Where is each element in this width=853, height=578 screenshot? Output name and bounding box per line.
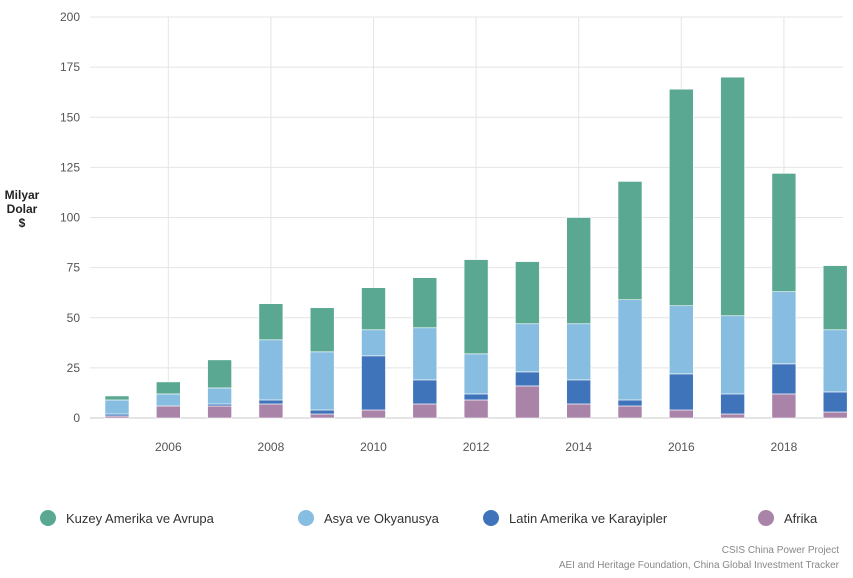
bar-segment (258, 303, 284, 341)
y-axis-label: Milyar Dolar $ (4, 188, 40, 230)
x-tick-label: 2006 (155, 440, 182, 454)
bar-segment (309, 351, 335, 411)
bar-segment (515, 371, 540, 387)
bar-segment (361, 329, 386, 357)
bar-segment (361, 287, 386, 331)
bar-segment (156, 405, 181, 419)
y-tick-label: 50 (67, 311, 81, 325)
y-tick-label: 150 (60, 110, 80, 124)
bar-segment (412, 277, 438, 329)
y-axis-label-line: $ (18, 216, 26, 230)
legend-item-latin-amerika: Latin Amerika ve Karayipler (483, 510, 667, 526)
legend: Kuzey Amerika ve Avrupa Asya ve Okyanusy… (40, 510, 830, 534)
bar-segment (463, 393, 489, 401)
bar-segment (207, 403, 232, 407)
bar-segment (309, 409, 335, 415)
bar-segment (515, 261, 540, 325)
bar-segment (156, 393, 181, 407)
bar-segment (720, 413, 745, 419)
bar-segment (771, 363, 797, 395)
x-tick-label: 2010 (360, 440, 387, 454)
bar-segment (668, 409, 694, 419)
legend-item-asya-okyanusya: Asya ve Okyanusya (298, 510, 439, 526)
bar-segment (617, 405, 643, 419)
bar-segment (515, 385, 540, 419)
y-tick-label: 0 (73, 411, 80, 425)
chart-bars (104, 76, 848, 419)
y-tick-label: 100 (60, 211, 80, 225)
bar-segment (258, 403, 284, 419)
bar-segment (668, 373, 694, 411)
legend-label: Latin Amerika ve Karayipler (509, 510, 668, 526)
bar-segment (463, 399, 489, 419)
legend-label: Kuzey Amerika ve Avrupa (66, 510, 214, 526)
bar-segment (104, 413, 130, 417)
y-tick-label: 200 (60, 10, 80, 24)
legend-swatch (298, 510, 314, 526)
bar-segment (207, 405, 232, 419)
x-tick-label: 2014 (565, 440, 592, 454)
bar-segment (566, 379, 592, 405)
bar-segment (463, 353, 489, 395)
bar-segment (668, 305, 694, 375)
bar-segment (207, 387, 232, 405)
y-axis-label-line: Milyar (4, 188, 40, 202)
bar-segment (309, 413, 335, 419)
bar-segment (412, 403, 438, 419)
legend-item-afrika: Afrika (758, 510, 817, 526)
bar-segment (207, 359, 232, 389)
bar-segment (566, 403, 592, 419)
bar-segment (566, 323, 592, 381)
bar-segment (668, 88, 694, 307)
bar-segment (617, 399, 643, 407)
x-tick-label: 2018 (771, 440, 798, 454)
bar-segment (566, 217, 592, 325)
legend-label: Asya ve Okyanusya (324, 510, 439, 526)
y-tick-label: 125 (60, 160, 80, 174)
legend-item-kuzey-amerika-avrupa: Kuzey Amerika ve Avrupa (40, 510, 214, 526)
bar-segment (617, 299, 643, 401)
bar-segment (258, 399, 284, 405)
bar-segment (822, 329, 848, 393)
x-axis-ticks: 2006 2008 2010 2012 2014 2016 2018 (155, 440, 798, 454)
y-tick-label: 25 (67, 361, 81, 375)
x-tick-label: 2012 (463, 440, 490, 454)
source-line-1: CSIS China Power Project (721, 545, 839, 556)
legend-swatch (483, 510, 499, 526)
bar-segment (104, 395, 130, 401)
y-tick-label: 75 (67, 261, 81, 275)
bar-segment (771, 393, 797, 419)
bar-segment (720, 393, 745, 415)
source-line-2: AEI and Heritage Foundation, China Globa… (558, 560, 839, 571)
bar-segment (156, 381, 181, 395)
bar-segment (720, 315, 745, 395)
y-axis-ticks: 0 25 50 75 100 125 150 175 200 (60, 10, 80, 425)
bar-segment (720, 76, 745, 317)
bar-segment (309, 307, 335, 353)
x-tick-label: 2016 (668, 440, 695, 454)
bar-segment (258, 339, 284, 401)
bar-segment (104, 399, 130, 415)
bar-segment (822, 391, 848, 413)
bar-segment (361, 409, 386, 419)
bar-segment (104, 415, 130, 419)
bar-segment (412, 379, 438, 405)
y-axis-label-line: Dolar (6, 202, 38, 216)
legend-swatch (758, 510, 774, 526)
bar-segment (463, 259, 489, 355)
bar-segment (771, 291, 797, 365)
bar-segment (412, 327, 438, 381)
bar-segment (771, 173, 797, 292)
bar-segment (822, 265, 848, 331)
legend-label: Afrika (784, 510, 818, 526)
bar-segment (822, 411, 848, 419)
y-tick-label: 175 (60, 60, 80, 74)
x-tick-label: 2008 (258, 440, 285, 454)
bar-segment (617, 181, 643, 301)
bar-segment (515, 323, 540, 373)
bar-segment (361, 355, 386, 411)
legend-swatch (40, 510, 56, 526)
